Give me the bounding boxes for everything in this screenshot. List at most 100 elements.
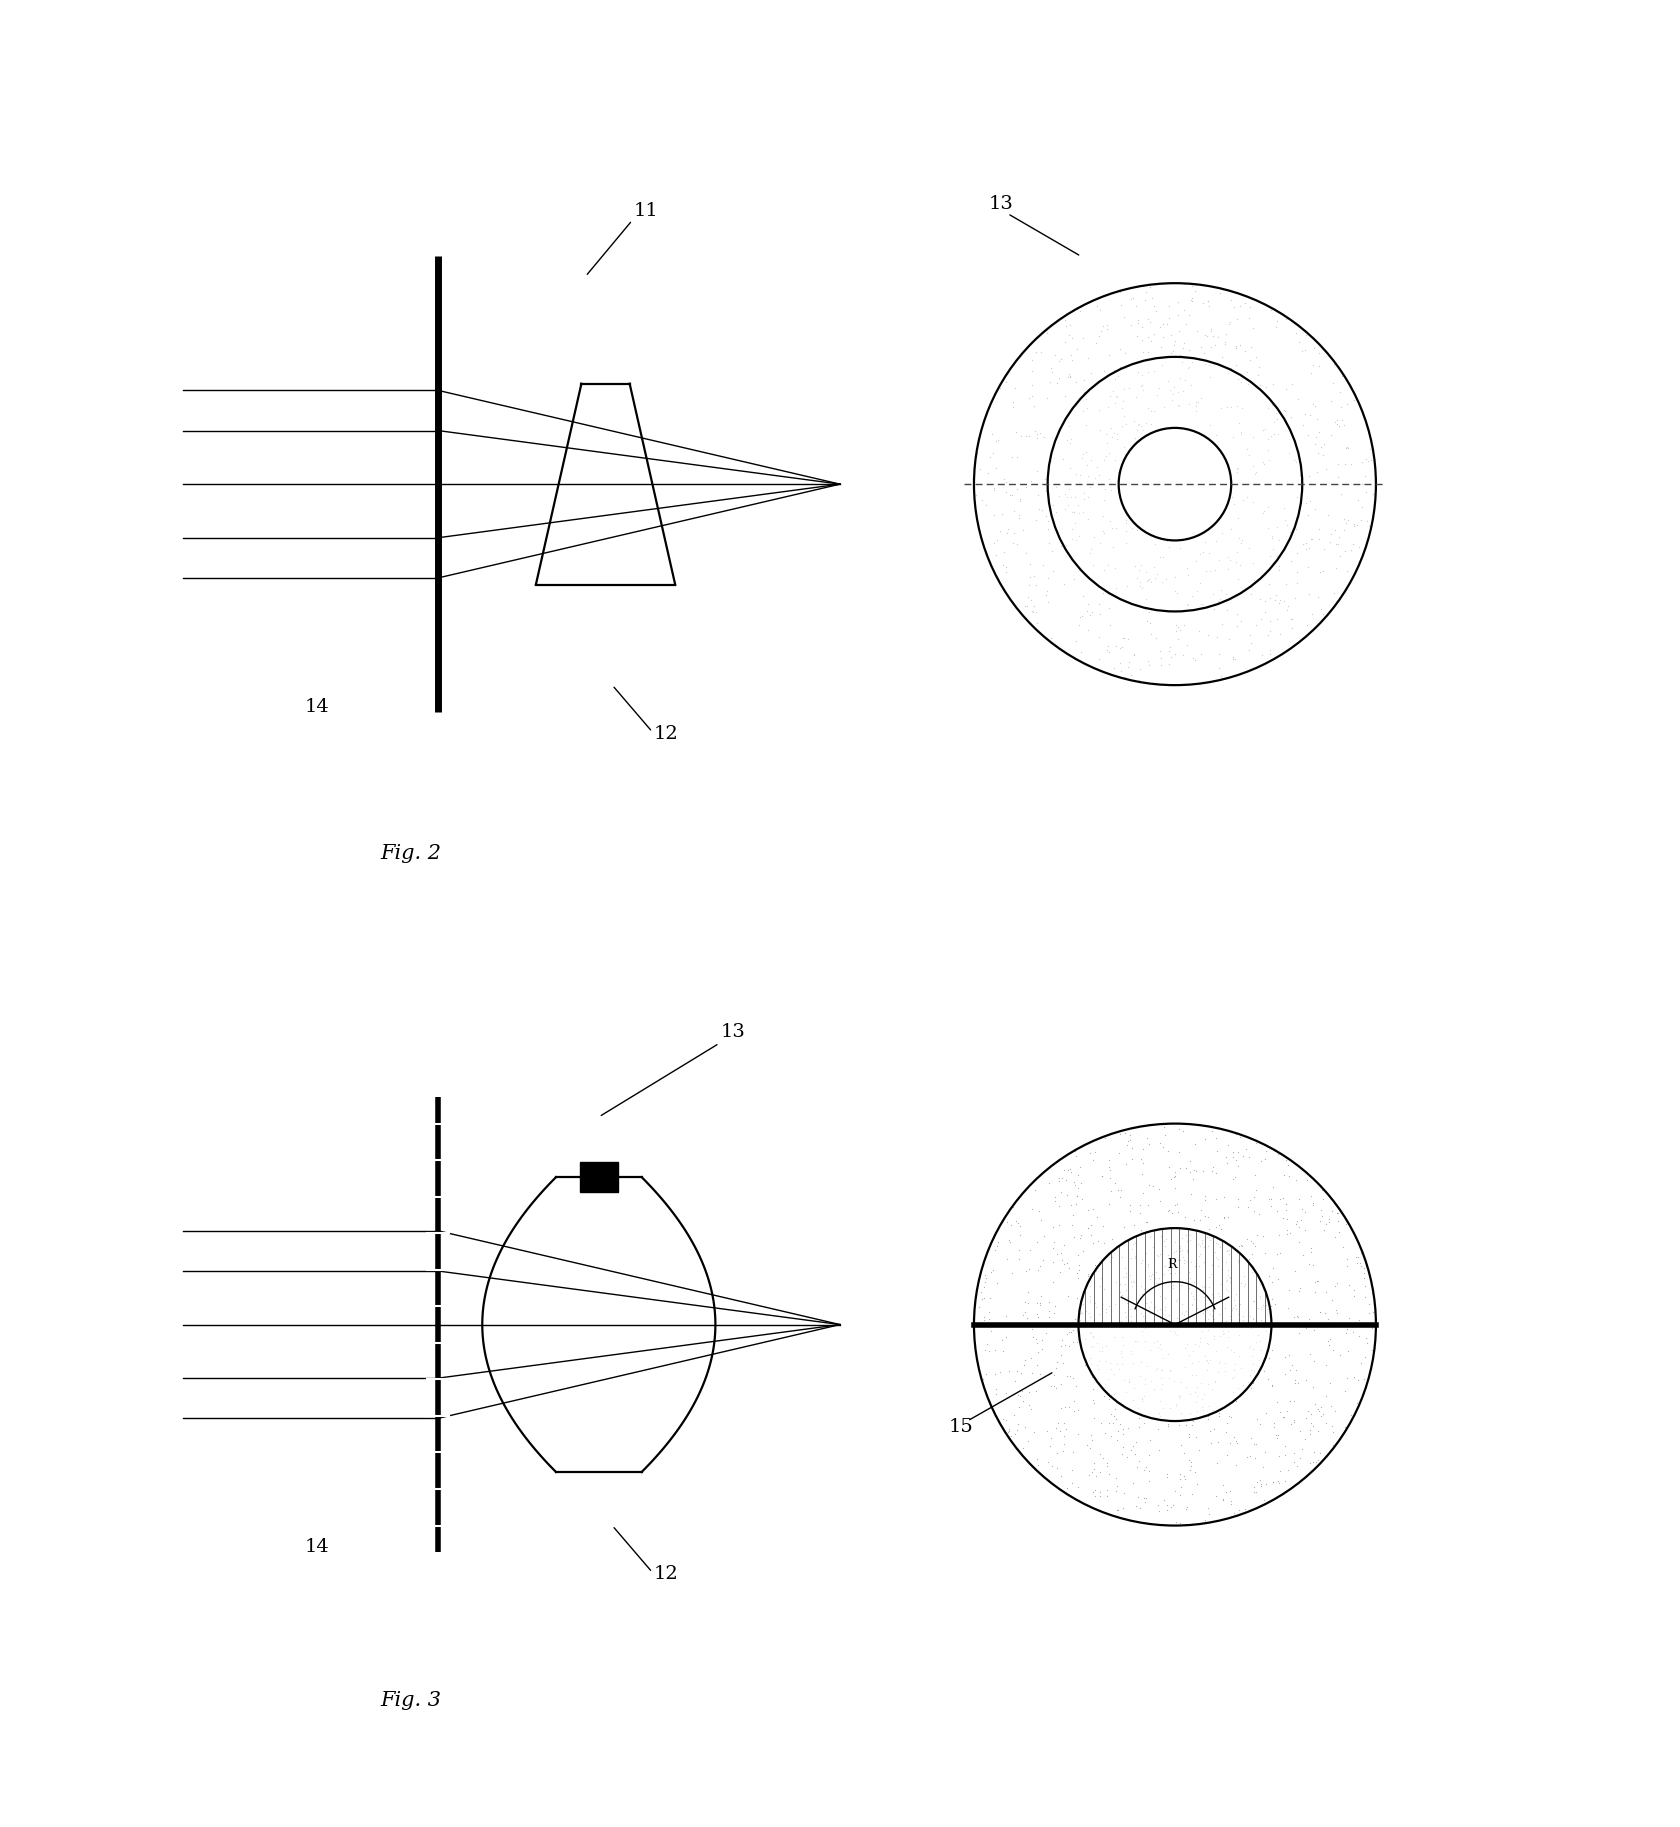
Point <box>1206 654 1233 683</box>
Point <box>1240 422 1267 451</box>
Point <box>1105 1354 1132 1383</box>
Point <box>1179 1164 1206 1193</box>
Point <box>1047 1191 1074 1220</box>
Point <box>1095 552 1122 581</box>
Point <box>1151 1485 1178 1515</box>
Point <box>1179 1292 1206 1321</box>
Point <box>1312 1409 1339 1438</box>
Point <box>964 438 991 468</box>
Point <box>1094 360 1121 389</box>
Point <box>1329 1233 1356 1262</box>
Point <box>1045 345 1072 375</box>
Point <box>1053 1361 1080 1390</box>
Point <box>1149 1295 1176 1325</box>
Point <box>1285 1186 1312 1215</box>
Point <box>1309 1175 1336 1204</box>
Point <box>1191 1182 1218 1211</box>
Point <box>986 517 1013 546</box>
Point <box>1223 537 1250 566</box>
Point <box>1247 1284 1273 1314</box>
Point <box>1250 1356 1277 1385</box>
Point <box>1055 475 1082 504</box>
Point <box>1300 1346 1327 1376</box>
Point <box>1218 1336 1245 1365</box>
Point <box>1250 1290 1277 1319</box>
Point <box>1188 1226 1215 1255</box>
Point <box>1243 1129 1270 1158</box>
Point <box>1085 460 1112 490</box>
Point <box>1070 497 1097 526</box>
Point <box>1223 459 1250 488</box>
Point <box>1200 1414 1226 1443</box>
Point <box>1196 1272 1223 1301</box>
Point <box>1077 446 1104 475</box>
Point <box>1158 338 1184 367</box>
Point <box>1210 1204 1236 1233</box>
Point <box>1247 1294 1273 1323</box>
Point <box>1257 541 1284 570</box>
Point <box>1063 1283 1090 1312</box>
Point <box>1129 1385 1156 1414</box>
Point <box>1203 1288 1230 1317</box>
Point <box>1117 1268 1144 1297</box>
Point <box>1075 1213 1102 1242</box>
Point <box>1080 523 1107 552</box>
Point <box>1082 1482 1109 1511</box>
Point <box>1164 269 1191 298</box>
Point <box>1134 647 1161 676</box>
Point <box>1240 1336 1267 1365</box>
Point <box>1284 1206 1310 1235</box>
Point <box>1220 1294 1247 1323</box>
Point <box>1114 1131 1141 1160</box>
Point <box>1062 1136 1089 1166</box>
Point <box>1137 1261 1164 1290</box>
Point <box>1065 1473 1092 1502</box>
Point <box>1317 519 1344 548</box>
Point <box>1252 597 1278 627</box>
Point <box>1319 1286 1346 1315</box>
Point <box>1284 318 1310 347</box>
Point <box>993 557 1020 586</box>
Point <box>1003 475 1030 504</box>
Point <box>1193 1328 1220 1357</box>
Point <box>1206 1281 1233 1310</box>
Point <box>1082 1462 1109 1491</box>
Point <box>1233 1135 1260 1164</box>
Point <box>1322 554 1349 583</box>
Point <box>1189 1272 1216 1301</box>
Point <box>1053 482 1080 512</box>
Point <box>1297 1339 1324 1368</box>
Point <box>1252 415 1278 444</box>
Point <box>1090 501 1117 530</box>
Point <box>1121 424 1147 453</box>
Point <box>1087 1312 1114 1341</box>
Point <box>1186 539 1213 568</box>
Point <box>1171 329 1198 358</box>
Point <box>1161 1259 1188 1288</box>
Point <box>1200 1297 1226 1326</box>
Point <box>1124 515 1151 544</box>
Point <box>971 1261 998 1290</box>
Point <box>1183 1129 1210 1158</box>
Point <box>1275 1341 1302 1370</box>
Point <box>1151 1251 1178 1281</box>
Point <box>1055 1253 1082 1283</box>
Point <box>966 1292 993 1321</box>
Point <box>1235 1308 1262 1337</box>
Point <box>1178 272 1205 301</box>
Point <box>1247 1465 1273 1494</box>
Point <box>1287 1273 1314 1303</box>
Point <box>1304 1394 1331 1423</box>
Point <box>1196 1222 1223 1251</box>
Point <box>1193 349 1220 378</box>
Point <box>1077 1303 1104 1332</box>
Point <box>1252 1290 1278 1319</box>
Point <box>1062 508 1089 537</box>
Point <box>1341 510 1368 539</box>
Point <box>1200 579 1226 608</box>
Point <box>1295 1250 1322 1279</box>
Point <box>1262 398 1289 428</box>
Point <box>1050 570 1077 599</box>
Point <box>1169 1116 1196 1146</box>
Point <box>1258 1268 1285 1297</box>
